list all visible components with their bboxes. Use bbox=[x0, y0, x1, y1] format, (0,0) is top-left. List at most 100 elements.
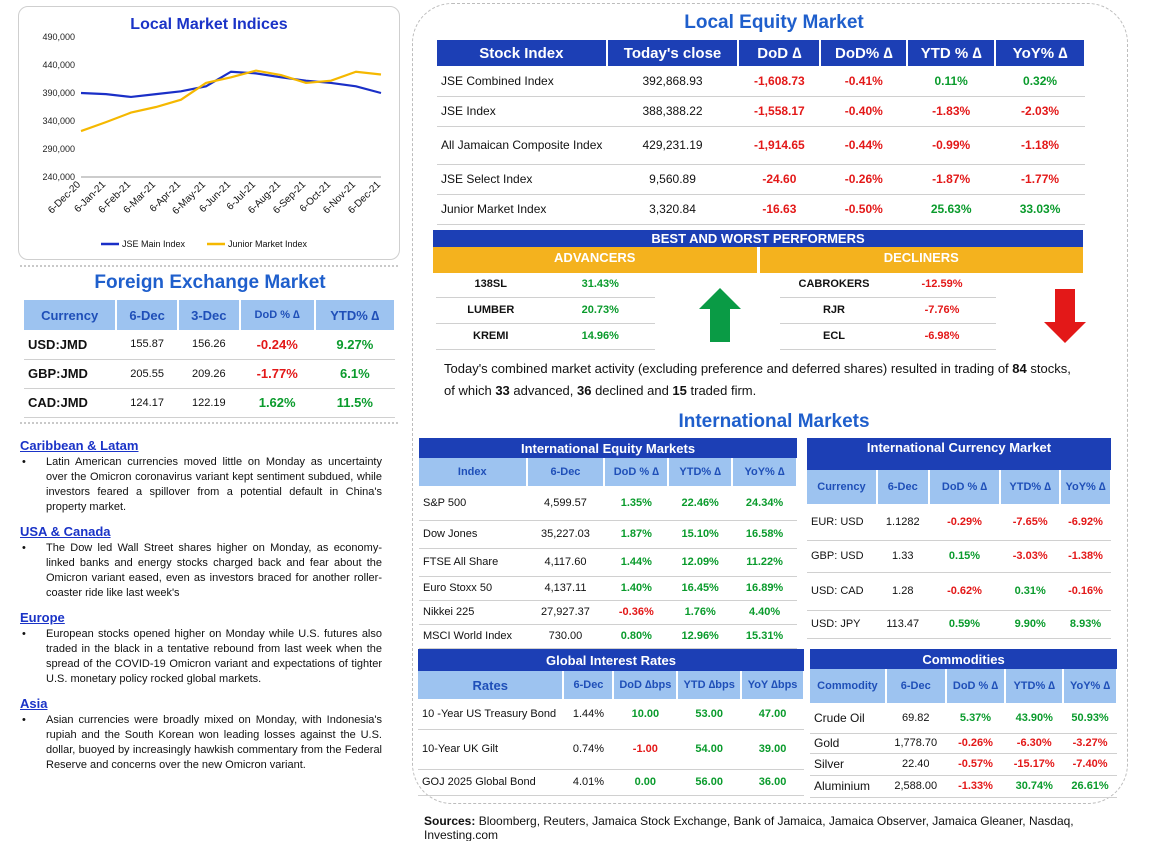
decliners-label: DECLINERS bbox=[759, 247, 1083, 273]
le-yoy: -1.18% bbox=[995, 126, 1085, 165]
fx-dod: -1.77% bbox=[239, 359, 315, 389]
cm-header: YoY% ∆ bbox=[1063, 669, 1118, 703]
bullet-icon: • bbox=[22, 628, 26, 640]
intl_currency-ytd: -3.03% bbox=[1000, 540, 1061, 573]
intl_currency-value: 113.47 bbox=[876, 610, 929, 639]
intl_currency-name: GBP: USD bbox=[807, 540, 877, 573]
commodities-name: Crude Oil bbox=[810, 703, 886, 734]
fx-ytd: 11.5% bbox=[314, 388, 395, 418]
intl_currency-yoy: -0.16% bbox=[1060, 572, 1111, 611]
decliners-row: ECL -6.98% bbox=[780, 323, 996, 350]
intl-equity-panel: International Equity Markets Index 6-Dec… bbox=[419, 438, 798, 649]
intl_currency-row: EUR: USD 1.1282 -0.29% -7.65% -6.92% bbox=[807, 504, 1111, 541]
cm-header: YTD% ∆ bbox=[1005, 669, 1065, 703]
y-tick-label: 240,000 bbox=[42, 172, 75, 182]
summary-text: Today's combined market activity (exclud… bbox=[444, 361, 1013, 376]
le-dodp: -0.44% bbox=[820, 126, 908, 165]
intl_equity-yoy: 24.34% bbox=[732, 486, 797, 521]
legend-label: Junior Market Index bbox=[228, 239, 308, 249]
intl_equity-ytd: 22.46% bbox=[668, 486, 733, 521]
intl_currency-value: 1.1282 bbox=[876, 504, 929, 541]
y-tick-label: 390,000 bbox=[42, 88, 75, 98]
news-text: Latin American currencies moved little o… bbox=[46, 456, 382, 513]
le-row: JSE Select Index 9,560.89 -24.60 -0.26% -1.8… bbox=[437, 164, 1085, 195]
fx-header: YTD% ∆ bbox=[314, 300, 397, 330]
le-ytd: -1.83% bbox=[907, 96, 996, 127]
fx-ytd: 9.27% bbox=[314, 330, 395, 360]
commodities-ytd: -15.17% bbox=[1005, 753, 1064, 776]
ir-header: YTD ∆bps bbox=[677, 671, 743, 699]
intl_currency-row: USD: CAD 1.28 -0.62% 0.31% -0.16% bbox=[807, 572, 1111, 611]
advanced-count: 33 bbox=[495, 383, 510, 398]
intl_equity-name: Euro Stoxx 50 bbox=[419, 576, 527, 601]
intl_equity-ytd: 1.76% bbox=[668, 600, 733, 625]
intl_equity-row: S&P 500 4,599.57 1.35% 22.46% 24.34% bbox=[419, 486, 797, 521]
performer-change: -7.76% bbox=[888, 297, 996, 324]
fx-title: Foreign Exchange Market bbox=[94, 272, 326, 293]
news-bullet: • Latin American currencies moved little … bbox=[20, 455, 382, 515]
fx-currency: GBP:JMD bbox=[24, 359, 117, 389]
le-header: YTD % ∆ bbox=[907, 40, 997, 66]
fx-row: GBP:JMD 205.55 209.26 -1.77% 6.1% bbox=[24, 359, 395, 389]
le-dodp: -0.26% bbox=[820, 164, 908, 195]
declined-count: 36 bbox=[577, 383, 592, 398]
commodities-row: Crude Oil 69.82 5.37% 43.90% 50.93% bbox=[810, 703, 1117, 734]
ir-header: 6-Dec bbox=[563, 671, 615, 699]
news-text: Asian currencies were broadly mixed on M… bbox=[46, 714, 382, 771]
le-ytd: 0.11% bbox=[907, 66, 996, 97]
sources-label: Sources: bbox=[424, 814, 476, 828]
intl_currency-value: 1.33 bbox=[876, 540, 929, 573]
intl_equity-yoy: 15.31% bbox=[732, 624, 797, 649]
performer-symbol: RJR bbox=[780, 297, 888, 324]
ie-header: Index bbox=[419, 458, 528, 486]
performer-change: -12.59% bbox=[888, 271, 996, 298]
intl_currency-ytd: 9.90% bbox=[1000, 610, 1061, 639]
performer-change: 31.43% bbox=[545, 271, 655, 298]
ic-header: Currency bbox=[807, 470, 878, 504]
news-bullet: • The Dow led Wall Street shares higher o… bbox=[20, 541, 382, 601]
performer-symbol: KREMI bbox=[436, 323, 546, 350]
intl_equity-name: Nikkei 225 bbox=[419, 600, 527, 625]
stocks-traded-count: 84 bbox=[1012, 361, 1027, 376]
fx-row: CAD:JMD 124.17 122.19 1.62% 11.5% bbox=[24, 388, 395, 418]
market-activity-summary: Today's combined market activity (exclud… bbox=[444, 358, 1084, 402]
commodities-dod: -0.57% bbox=[945, 753, 1006, 776]
intl_currency-name: USD: CAD bbox=[807, 572, 877, 611]
performer-change: -6.98% bbox=[888, 323, 996, 350]
commodities-row: Silver 22.40 -0.57% -15.17% -7.40% bbox=[810, 753, 1117, 776]
le-index-name: JSE Combined Index bbox=[437, 66, 607, 97]
intl_equity-value: 35,227.03 bbox=[526, 520, 605, 549]
commodities-name: Aluminium bbox=[810, 775, 886, 798]
le-close: 392,868.93 bbox=[606, 66, 739, 97]
interest-name: 10-Year UK Gilt bbox=[418, 729, 564, 770]
intl-currency-panel: International Currency Market Currency 6… bbox=[807, 438, 1112, 639]
intl_equity-name: FTSE All Share bbox=[419, 548, 527, 577]
intl_equity-ytd: 12.96% bbox=[668, 624, 733, 649]
commodities-row: Gold 1,778.70 -0.26% -6.30% -3.27% bbox=[810, 733, 1117, 754]
interest-yoy: 47.00 bbox=[741, 699, 804, 730]
international-markets-title: International Markets bbox=[678, 411, 870, 432]
advancers-table: 138SL 31.43% LUMBER 20.73% KREMI 14.96% bbox=[436, 271, 655, 350]
le-ytd: -0.99% bbox=[907, 126, 996, 165]
commodities-value: 2,588.00 bbox=[885, 775, 946, 798]
series-line-jse-main bbox=[80, 70, 382, 99]
ir-header: Rates bbox=[418, 671, 565, 699]
intl_equity-row: Nikkei 225 27,927.37 -0.36% 1.76% 4.40% bbox=[419, 600, 797, 625]
intl_equity-row: Euro Stoxx 50 4,137.11 1.40% 16.45% 16.89% bbox=[419, 576, 797, 601]
le-ytd: 25.63% bbox=[907, 194, 996, 225]
ir-header: DoD ∆bps bbox=[613, 671, 679, 699]
intl_currency-row: GBP: USD 1.33 0.15% -3.03% -1.38% bbox=[807, 540, 1111, 573]
commodities-ytd: 30.74% bbox=[1005, 775, 1064, 798]
le-close: 9,560.89 bbox=[606, 164, 739, 195]
best-worst-panel: BEST AND WORST PERFORMERS ADVANCERS DECL… bbox=[433, 230, 1083, 273]
ic-header: DoD % ∆ bbox=[928, 470, 1002, 504]
news-section-title: USA & Canada bbox=[20, 524, 111, 539]
fx-header: 6-Dec bbox=[116, 300, 179, 330]
fx-ytd: 6.1% bbox=[314, 359, 395, 389]
local-market-indices-panel: Local Market Indices 490,000 440,000 390,0… bbox=[18, 6, 400, 260]
performer-symbol: ECL bbox=[780, 323, 888, 350]
interest-ytd: 56.00 bbox=[677, 769, 742, 796]
commodities-name: Gold bbox=[810, 733, 886, 754]
commodities-yoy: -7.40% bbox=[1063, 753, 1117, 776]
interest-yoy: 39.00 bbox=[741, 729, 804, 770]
